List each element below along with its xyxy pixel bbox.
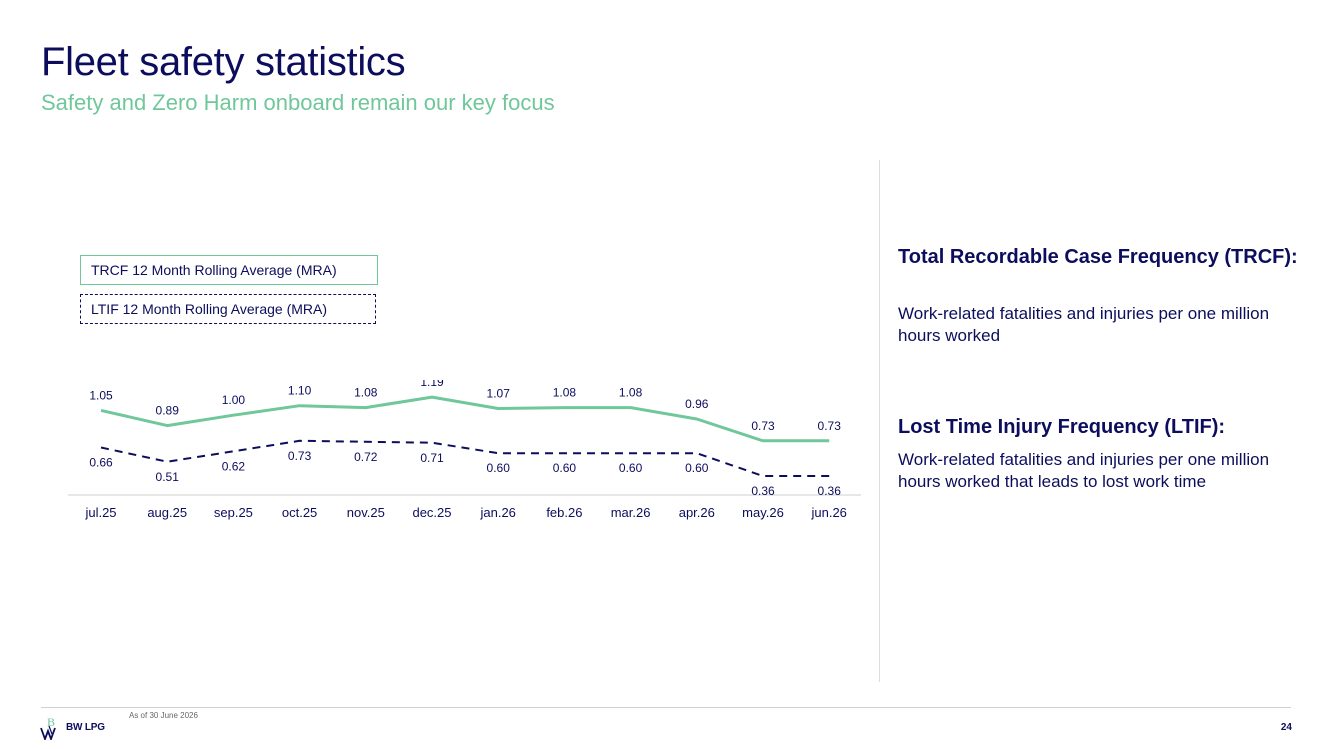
ltif-data-label: 0.60: [553, 461, 577, 475]
svg-text:B: B: [47, 715, 55, 729]
ltif-description: Work-related fatalities and injuries per…: [898, 450, 1270, 491]
ltif-data-label: 0.66: [89, 456, 113, 470]
legend-ltif: LTIF 12 Month Rolling Average (MRA): [80, 294, 376, 324]
ltif-data-label: 0.71: [420, 451, 444, 465]
logo-text: BW LPG: [66, 722, 105, 733]
ltif-data-label: 0.73: [288, 449, 312, 463]
bw-lpg-logo-icon: B: [40, 715, 56, 740]
x-tick-label: dec.25: [412, 505, 451, 520]
trcf-data-label: 1.08: [553, 386, 577, 400]
trcf-heading: Total Recordable Case Frequency (TRCF):: [898, 246, 1298, 268]
vertical-divider: [879, 160, 880, 682]
x-tick-label: apr.26: [679, 505, 715, 520]
x-tick-label: jul.25: [84, 505, 116, 520]
legend-trcf: TRCF 12 Month Rolling Average (MRA): [80, 255, 378, 285]
x-tick-label: mar.26: [611, 505, 651, 520]
trcf-description: Work-related fatalities and injuries per…: [898, 304, 1270, 345]
x-tick-label: nov.25: [347, 505, 385, 520]
trcf-data-label: 1.05: [89, 388, 113, 402]
ltif-data-label: 0.36: [751, 484, 775, 498]
trcf-data-label: 0.73: [751, 419, 775, 433]
ltif-data-label: 0.62: [222, 459, 246, 473]
ltif-series-line: [100, 439, 830, 477]
page-title: Fleet safety statistics: [41, 40, 406, 84]
trcf-data-label: 1.08: [354, 386, 378, 400]
page-subtitle: Safety and Zero Harm onboard remain our …: [41, 90, 555, 115]
ltif-data-label: 0.60: [619, 461, 643, 475]
trcf-data-label: 1.00: [222, 393, 246, 407]
safety-line-chart: 1.05 0.89 1.00 1.10 1.08 1.19 1.07 1.08 1.08 0.96…: [68, 380, 861, 520]
footer-divider: [41, 707, 1291, 708]
x-tick-label: feb.26: [546, 505, 582, 520]
x-tick-label: jan.26: [479, 505, 515, 520]
ltif-data-label: 0.60: [487, 461, 511, 475]
trcf-data-label: 0.73: [818, 419, 842, 433]
ltif-data-label: 0.51: [156, 470, 180, 484]
ltif-data-label: 0.60: [685, 461, 709, 475]
ltif-data-label: 0.36: [818, 484, 842, 498]
x-tick-label: aug.25: [147, 505, 187, 520]
x-tick-label: may.26: [742, 505, 784, 520]
trcf-data-label: 1.08: [619, 386, 643, 400]
trcf-data-label: 0.96: [685, 397, 709, 411]
trcf-data-label: 1.10: [288, 384, 312, 398]
trcf-data-label: 1.19: [420, 380, 444, 389]
ltif-heading: Lost Time Injury Frequency (LTIF):: [898, 416, 1226, 438]
page-number: 24: [1280, 722, 1292, 733]
as-of-date: As of 30 June 2026: [129, 711, 198, 720]
x-tick-label: jun.26: [810, 505, 846, 520]
x-tick-label: oct.25: [282, 505, 317, 520]
trcf-series-line: [100, 395, 830, 443]
trcf-data-label: 0.89: [156, 404, 180, 418]
ltif-data-label: 0.72: [354, 450, 378, 464]
trcf-data-label: 1.07: [487, 387, 511, 401]
x-tick-label: sep.25: [214, 505, 253, 520]
